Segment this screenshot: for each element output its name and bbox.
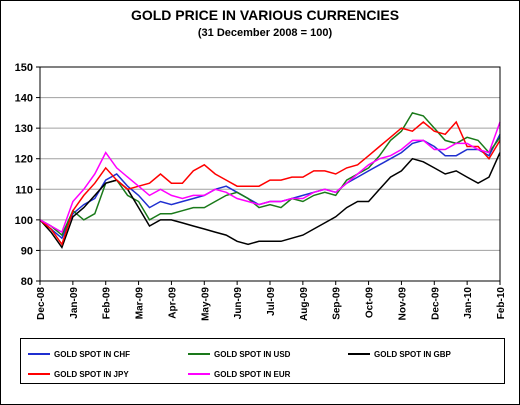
series-line [39, 120, 501, 246]
y-tick-label: 120 [15, 154, 33, 166]
y-tick-label: 140 [15, 93, 33, 105]
chart-title: GOLD PRICE IN VARIOUS CURRENCIES [131, 7, 399, 23]
x-tick-label: Feb-09 [102, 287, 113, 320]
legend-box [20, 338, 505, 384]
x-tick-label: Jul-09 [266, 287, 277, 316]
y-tick-label: 130 [15, 123, 33, 135]
legend-label: GOLD SPOT IN GBP [374, 350, 452, 359]
y-tick-label: 80 [21, 276, 33, 288]
x-tick-label: Aug-09 [299, 287, 310, 321]
y-tick-label: 150 [15, 62, 33, 74]
legend-label: GOLD SPOT IN JPY [54, 370, 129, 379]
x-tick-label: Jun-09 [233, 287, 244, 320]
y-tick-label: 100 [15, 215, 33, 227]
y-tick-label: 110 [15, 184, 33, 196]
x-tick-label: Apr-09 [167, 287, 178, 319]
x-tick-label: Dec-08 [36, 287, 47, 320]
x-tick-label: Jan-09 [69, 287, 80, 319]
legend-label: GOLD SPOT IN USD [214, 350, 291, 359]
series-line [39, 121, 501, 234]
plot-area [40, 67, 500, 281]
x-tick-label: May-09 [200, 287, 211, 321]
y-tick-label: 90 [21, 245, 33, 257]
legend-label: GOLD SPOT IN CHF [54, 350, 130, 359]
x-tick-label: Jan-10 [463, 287, 474, 319]
x-tick-label: Feb-10 [496, 287, 507, 320]
chart-subtitle: (31 December 2008 = 100) [198, 27, 333, 39]
x-tick-label: Dec-09 [430, 287, 441, 320]
x-tick-label: Sep-09 [332, 287, 343, 320]
x-tick-label: Oct-09 [365, 287, 376, 319]
x-tick-label: Mar-09 [135, 287, 146, 320]
x-tick-label: Nov-09 [397, 287, 408, 321]
plot-frame [39, 66, 501, 282]
legend-label: GOLD SPOT IN EUR [214, 370, 291, 379]
